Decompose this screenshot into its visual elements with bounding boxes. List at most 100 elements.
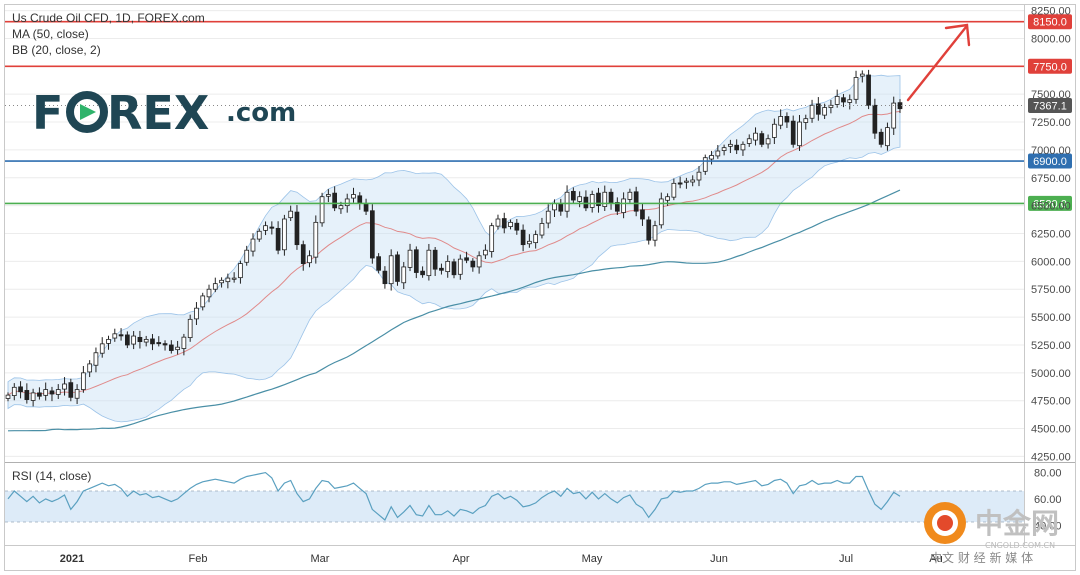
- candle-body: [37, 392, 42, 397]
- candle-body: [168, 344, 174, 351]
- price-tick-label: 8250.00: [1031, 6, 1071, 18]
- candle-body: [853, 77, 859, 100]
- candle-body: [300, 244, 306, 264]
- candle-body: [489, 225, 495, 252]
- level-tag-bg: [1028, 195, 1072, 211]
- candle-body: [652, 225, 658, 241]
- candle-body: [633, 191, 639, 212]
- candle-body: [721, 147, 727, 151]
- time-tick-label: Apr: [452, 553, 469, 565]
- candle-body: [841, 97, 846, 103]
- candle-body: [596, 192, 601, 207]
- candle-body: [445, 260, 451, 273]
- candle-body: [118, 334, 124, 337]
- candle-body: [753, 132, 758, 141]
- candle-body: [859, 73, 865, 77]
- candle-body: [508, 221, 513, 227]
- time-tick-label: Jul: [839, 553, 853, 565]
- candle-body: [250, 238, 256, 252]
- level-tag: 8150.0: [1033, 17, 1067, 29]
- trend-arrow-annotation: [906, 23, 971, 102]
- candle-body: [803, 118, 809, 123]
- candle-body: [501, 218, 507, 229]
- price-tick-label: 6750.00: [1031, 173, 1071, 185]
- candle-body: [457, 258, 463, 275]
- candle-body: [256, 230, 262, 240]
- candle-body: [847, 99, 853, 103]
- candle-body: [376, 256, 381, 271]
- candle-body: [828, 104, 834, 108]
- candle-body: [150, 338, 155, 345]
- candle-body: [74, 389, 80, 399]
- candle-body: [671, 182, 677, 198]
- candle-body: [533, 234, 539, 244]
- candle-body: [263, 225, 268, 231]
- candle-body: [219, 279, 224, 284]
- legend-bb: BB (20, close, 2): [12, 43, 101, 57]
- candle-body: [702, 157, 708, 172]
- svg-text:F: F: [32, 86, 63, 140]
- candle-body: [344, 198, 350, 207]
- candle-body: [269, 226, 275, 229]
- candle-body: [55, 389, 61, 395]
- candle-body: [589, 194, 595, 208]
- candle-body: [395, 254, 400, 282]
- candle-body: [872, 104, 878, 134]
- candle-body: [614, 202, 620, 212]
- svg-text:CNGOLD.COM.CN: CNGOLD.COM.CN: [985, 541, 1055, 550]
- ma50-line: [7, 189, 901, 432]
- svg-text:中金网: 中金网: [975, 507, 1059, 540]
- candle-body: [156, 342, 162, 345]
- price-tick-label: 4750.00: [1031, 396, 1071, 408]
- candle-body: [571, 190, 576, 201]
- candle-body: [288, 210, 294, 219]
- candle-body: [527, 240, 532, 245]
- candle-body: [24, 390, 30, 400]
- svg-text:REX: REX: [107, 86, 209, 140]
- chart-frame: [4, 4, 1076, 571]
- candle-body: [891, 102, 897, 129]
- candle-body: [112, 333, 118, 339]
- candle-body: [734, 144, 740, 151]
- candle-body: [5, 394, 11, 399]
- candle-body: [175, 346, 180, 351]
- forex-logo: F REX .com: [32, 86, 296, 140]
- candle-body: [552, 203, 557, 211]
- candle-body: [401, 266, 407, 284]
- price-tick-label: 7000.00: [1031, 145, 1071, 157]
- candle-body: [81, 372, 86, 390]
- candle-body: [212, 283, 218, 290]
- candle-body: [388, 255, 394, 285]
- legend-rsi: RSI (14, close): [12, 469, 91, 483]
- rsi-line: [7, 471, 901, 521]
- time-tick-label: 2021: [60, 553, 84, 565]
- price-tick-label: 4250.00: [1031, 451, 1071, 463]
- candle-body: [621, 198, 626, 213]
- candle-body: [194, 307, 199, 320]
- candle-body: [602, 191, 608, 207]
- candle-body: [885, 127, 890, 147]
- time-tick-label: Feb: [189, 553, 208, 565]
- candle-body: [759, 133, 765, 145]
- candle-body: [696, 171, 702, 181]
- candle-body: [834, 96, 840, 105]
- candle-body: [583, 196, 589, 209]
- candle-body: [162, 343, 168, 346]
- candle-body: [43, 389, 49, 396]
- candle-body: [809, 104, 815, 119]
- price-tick-label: 5500.00: [1031, 312, 1071, 324]
- candle-body: [558, 203, 564, 212]
- chart-title: Us Crude Oil CFD, 1D, FOREX.com: [12, 11, 205, 25]
- candle-body: [451, 261, 457, 276]
- candle-body: [878, 131, 884, 145]
- candle-body: [476, 255, 482, 268]
- candle-body: [665, 196, 670, 201]
- candle-body: [822, 107, 827, 116]
- candles-layer: [5, 69, 903, 407]
- price-tick-label: 6000.00: [1031, 256, 1071, 268]
- current-price-tag: 7367.1: [1033, 101, 1067, 113]
- candle-body: [545, 210, 551, 224]
- price-tick-label: 5000.00: [1031, 368, 1071, 380]
- candle-body: [200, 295, 206, 308]
